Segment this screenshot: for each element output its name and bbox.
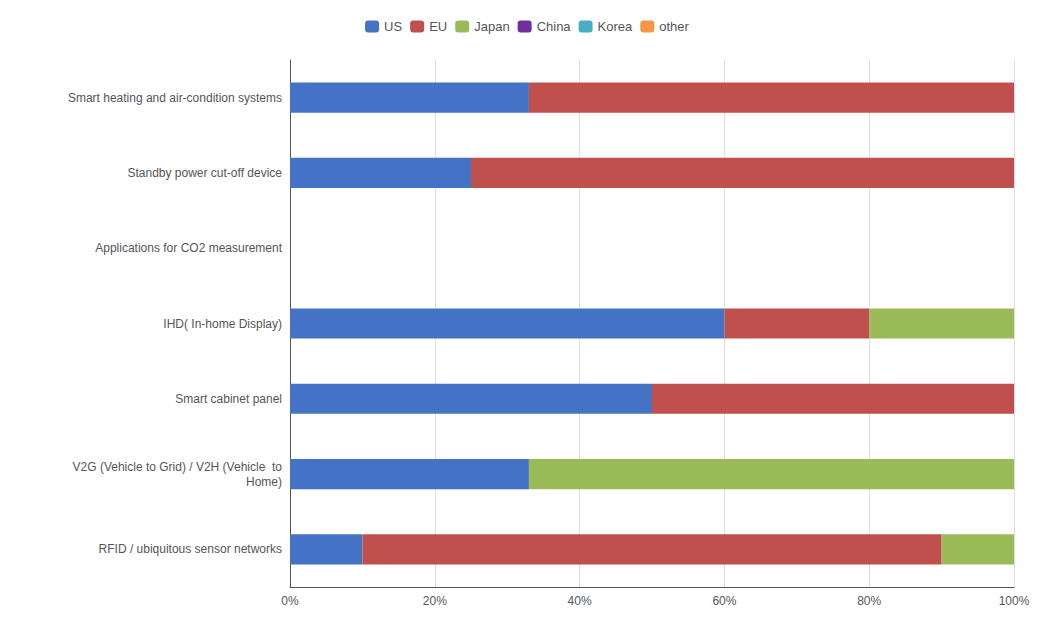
svg-text:40%: 40% (568, 594, 592, 608)
svg-text:US: US (384, 19, 402, 34)
svg-text:Standby power cut-off device: Standby power cut-off device (127, 166, 282, 180)
svg-text:Applications for CO2 measureme: Applications for CO2 measurement (95, 241, 282, 255)
svg-text:Smart cabinet panel: Smart cabinet panel (175, 392, 282, 406)
svg-text:RFID / ubiquitous sensor netwo: RFID / ubiquitous sensor networks (99, 542, 282, 556)
svg-text:China: China (537, 19, 572, 34)
svg-text:60%: 60% (712, 594, 736, 608)
svg-text:Home): Home) (246, 475, 282, 489)
svg-text:100%: 100% (999, 594, 1030, 608)
svg-text:IHD( In-home Display): IHD( In-home Display) (163, 317, 282, 331)
svg-text:EU: EU (429, 19, 447, 34)
svg-text:other: other (659, 19, 689, 34)
svg-text:20%: 20% (423, 594, 447, 608)
svg-text:Japan: Japan (474, 19, 509, 34)
svg-text:V2G (Vehicle to Grid) / V2H (V: V2G (Vehicle to Grid) / V2H (Vehicle to (73, 460, 283, 474)
svg-text:Korea: Korea (598, 19, 633, 34)
svg-text:0%: 0% (281, 594, 299, 608)
svg-text:Smart heating and air-conditio: Smart heating and air-condition systems (68, 91, 282, 105)
svg-text:80%: 80% (857, 594, 881, 608)
